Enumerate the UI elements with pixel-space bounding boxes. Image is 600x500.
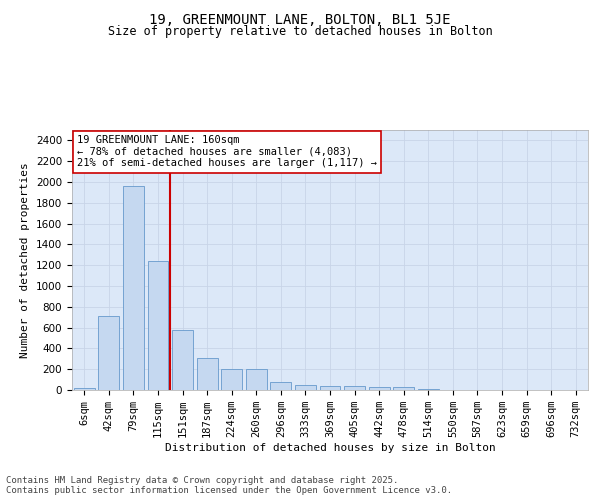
Bar [344,386,365,390]
Y-axis label: Number of detached properties: Number of detached properties [20,162,31,358]
Bar [123,186,144,390]
Bar [221,369,242,390]
Bar [368,387,389,390]
Bar [418,389,439,390]
Bar [295,386,316,390]
Bar [393,387,414,390]
Bar [197,358,218,390]
Bar [172,330,193,390]
Bar [148,261,169,390]
Text: 19 GREENMOUNT LANE: 160sqm
← 78% of detached houses are smaller (4,083)
21% of s: 19 GREENMOUNT LANE: 160sqm ← 78% of deta… [77,135,377,168]
Bar [98,316,119,390]
X-axis label: Distribution of detached houses by size in Bolton: Distribution of detached houses by size … [164,443,496,453]
Bar [74,388,95,390]
Text: Size of property relative to detached houses in Bolton: Size of property relative to detached ho… [107,25,493,38]
Text: Contains HM Land Registry data © Crown copyright and database right 2025.
Contai: Contains HM Land Registry data © Crown c… [6,476,452,495]
Text: 19, GREENMOUNT LANE, BOLTON, BL1 5JE: 19, GREENMOUNT LANE, BOLTON, BL1 5JE [149,12,451,26]
Bar [271,382,292,390]
Bar [246,369,267,390]
Bar [320,386,340,390]
